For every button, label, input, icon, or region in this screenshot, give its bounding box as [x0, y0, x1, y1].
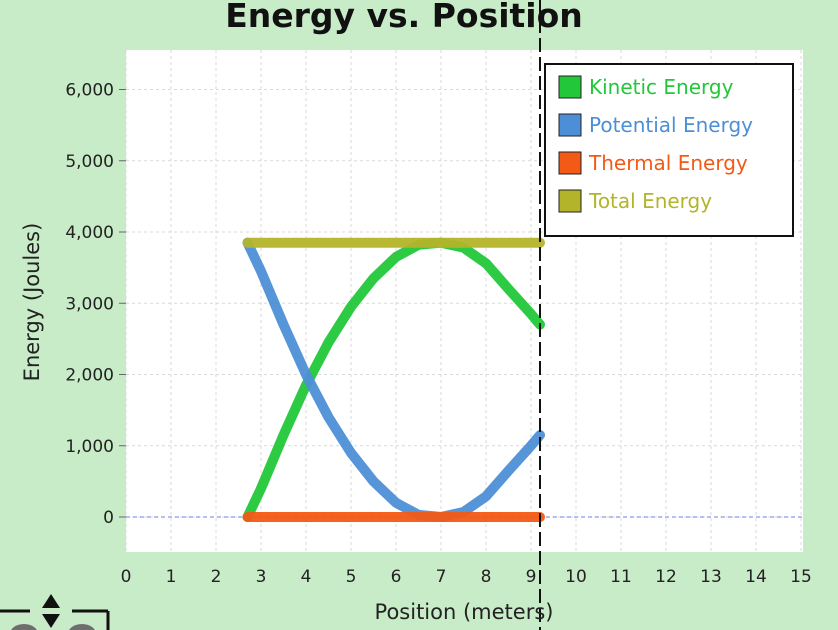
legend: Kinetic Energy Potential Energy Thermal En…: [544, 63, 794, 237]
legend-swatch: [558, 151, 582, 175]
legend-label: Thermal Energy: [588, 151, 748, 175]
y-tick-label: 4,000: [65, 223, 114, 243]
y-tick-labels: 0 1,000 2,000 3,000 4,000 5,000 6,000: [65, 81, 126, 528]
x-tick-label: 4: [301, 567, 312, 587]
up-down-arrow-icon[interactable]: [42, 594, 60, 628]
chart-title: Energy vs. Position: [225, 0, 583, 35]
y-tick-label: 0: [103, 508, 114, 528]
y-tick-label: 3,000: [65, 294, 114, 314]
y-tick-label: 2,000: [65, 366, 114, 386]
x-tick-label: 9: [526, 567, 537, 587]
legend-label: Potential Energy: [589, 113, 753, 137]
x-tick-label: 8: [481, 567, 492, 587]
x-tick-label: 12: [655, 567, 677, 587]
x-tick-label: 1: [166, 567, 177, 587]
series-layer: [242, 237, 545, 522]
y-tick-label: 6,000: [65, 81, 114, 101]
x-tick-label: 3: [256, 567, 267, 587]
x-tick-label: 6: [391, 567, 402, 587]
legend-label: Total Energy: [588, 189, 712, 213]
y-tick-label: 1,000: [65, 437, 114, 457]
legend-box: [544, 63, 794, 237]
x-tick-label: 13: [700, 567, 722, 587]
legend-swatch: [558, 75, 582, 99]
series-line-potential-energy: [242, 237, 545, 522]
x-tick-label: 11: [610, 567, 632, 587]
y-tick-label: 5,000: [65, 152, 114, 172]
x-tick-labels: 0 1 2 3 4 5 6 7 8 9 10 11 12 13 14 15: [121, 567, 812, 587]
x-axis-label: Position (meters): [375, 600, 554, 624]
x-tick-label: 15: [790, 567, 812, 587]
x-tick-label: 10: [565, 567, 587, 587]
legend-swatch: [558, 189, 582, 213]
x-tick-label: 14: [745, 567, 767, 587]
series-line-kinetic-energy: [242, 237, 545, 522]
x-tick-label: 0: [121, 567, 132, 587]
legend-swatch: [558, 113, 582, 137]
x-tick-label: 2: [211, 567, 222, 587]
legend-label: Kinetic Energy: [589, 75, 734, 99]
widget-control[interactable]: [0, 594, 114, 630]
y-axis-label: Energy (Joules): [20, 223, 44, 382]
x-tick-label: 5: [346, 567, 357, 587]
x-tick-label: 7: [436, 567, 447, 587]
